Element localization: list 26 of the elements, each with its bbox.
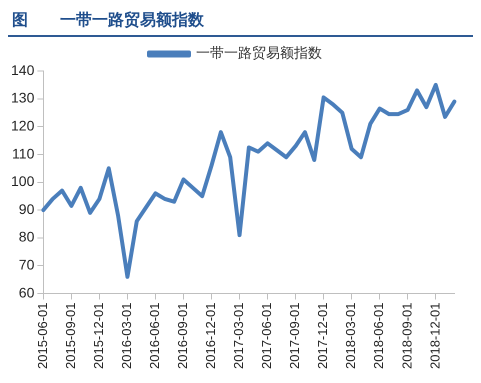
x-tick-label: 2016-12-01 [203,302,218,369]
x-tick-label: 2018-09-01 [399,302,414,369]
legend-label: 一带一路贸易额指数 [196,46,322,62]
y-tick-label: 60 [18,284,35,300]
y-tick-label: 80 [18,228,35,245]
x-tick-label: 2016-03-01 [119,302,134,369]
x-tick-label: 2015-06-01 [34,302,50,369]
y-tick-label: 130 [11,90,35,106]
x-tick-label: 2017-06-01 [259,302,274,369]
chart-title: 图 一带一路贸易额指数 [8,8,473,37]
y-tick-label: 120 [11,117,35,134]
x-tick-label: 2018-06-01 [371,302,386,369]
x-tick-label: 2015-12-01 [90,302,106,369]
x-tick-label: 2018-03-01 [343,302,358,369]
x-tick-label: 2017-12-01 [315,302,330,369]
x-tick-label: 2018-12-01 [427,302,442,369]
x-tick-label: 2016-06-01 [147,302,162,369]
x-tick-label: 2017-03-01 [231,302,246,369]
x-tick-label: 2017-09-01 [287,302,302,369]
x-tick-label: 2016-09-01 [175,302,190,369]
x-tick-label: 2015-09-01 [62,302,78,369]
y-tick-label: 100 [11,173,35,190]
y-tick-label: 70 [18,256,35,273]
y-tick-label: 110 [12,145,35,162]
y-tick-label: 140 [11,62,35,78]
y-tick-label: 90 [18,200,35,217]
